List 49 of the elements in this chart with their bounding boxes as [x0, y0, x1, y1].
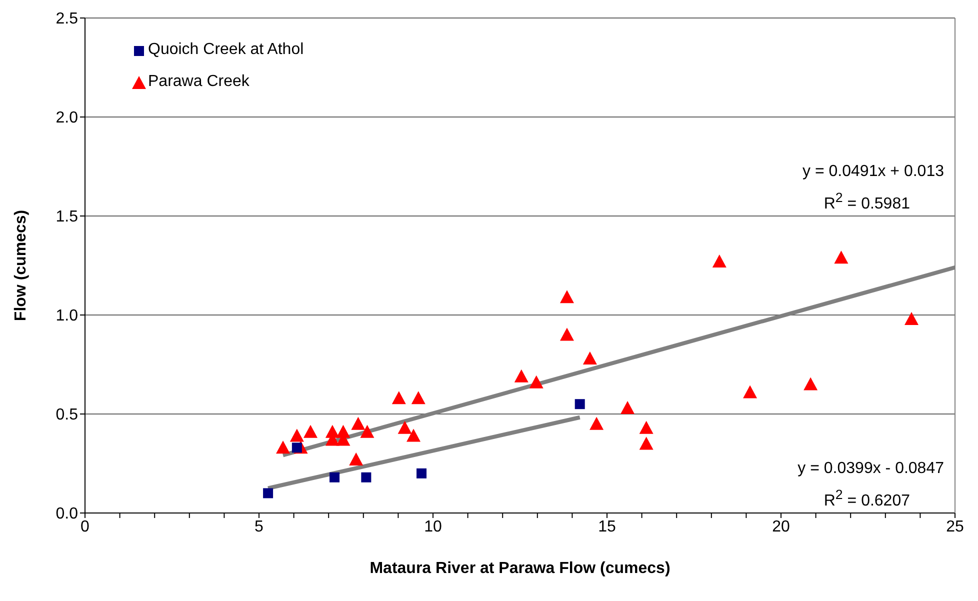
point — [590, 416, 604, 430]
y-tick-label: 2.0 — [56, 110, 78, 127]
y-tick-label: 2.5 — [56, 10, 78, 28]
annotation: y = 0.0399x - 0.0847 — [798, 460, 944, 478]
x-tick-label: 20 — [772, 518, 790, 536]
point — [416, 468, 427, 478]
point — [582, 352, 597, 365]
y-tick-label: 1.0 — [56, 308, 78, 325]
point — [560, 328, 574, 341]
point — [349, 452, 364, 466]
x-tick-label: 15 — [598, 518, 616, 536]
legend-label: Parawa Creek — [148, 72, 250, 92]
y-tick-label: 0.0 — [56, 506, 78, 523]
point — [361, 472, 372, 482]
point — [804, 377, 818, 390]
point — [574, 399, 585, 410]
point — [620, 401, 635, 414]
point — [276, 440, 290, 454]
point — [639, 420, 654, 434]
y-tick-label: 0.5 — [56, 406, 78, 424]
point — [639, 436, 654, 450]
point — [304, 424, 318, 438]
point — [398, 420, 412, 434]
point — [743, 385, 758, 398]
point — [529, 375, 544, 388]
y-tick-label: 1.5 — [56, 208, 78, 226]
annotation: R$^{2}$ = 0.5981 — [824, 190, 910, 214]
x-tick-label: 10 — [424, 518, 442, 536]
legend-label: Quoich Creek at Athol — [148, 40, 304, 60]
x-tick-label: 25 — [946, 518, 964, 536]
point — [904, 312, 918, 325]
point — [263, 488, 274, 498]
point — [834, 250, 848, 264]
point — [411, 391, 426, 404]
annotation: R$^{2}$ = 0.6207 — [824, 487, 910, 510]
point — [351, 416, 366, 430]
point — [392, 391, 406, 404]
point — [360, 424, 374, 438]
point — [330, 472, 340, 482]
y-axis-title: Flow (cumecs) — [12, 210, 30, 322]
point — [560, 290, 574, 304]
point — [406, 428, 421, 442]
point — [712, 254, 726, 268]
annotation: y = 0.0491x + 0.013 — [802, 163, 944, 181]
x-axis-title: Mataura River at Parawa Flow (cumecs) — [370, 560, 670, 577]
x-tick-label: 0 — [80, 518, 90, 536]
point — [290, 428, 304, 442]
x-tick-label: 5 — [254, 518, 264, 536]
point — [514, 369, 528, 382]
